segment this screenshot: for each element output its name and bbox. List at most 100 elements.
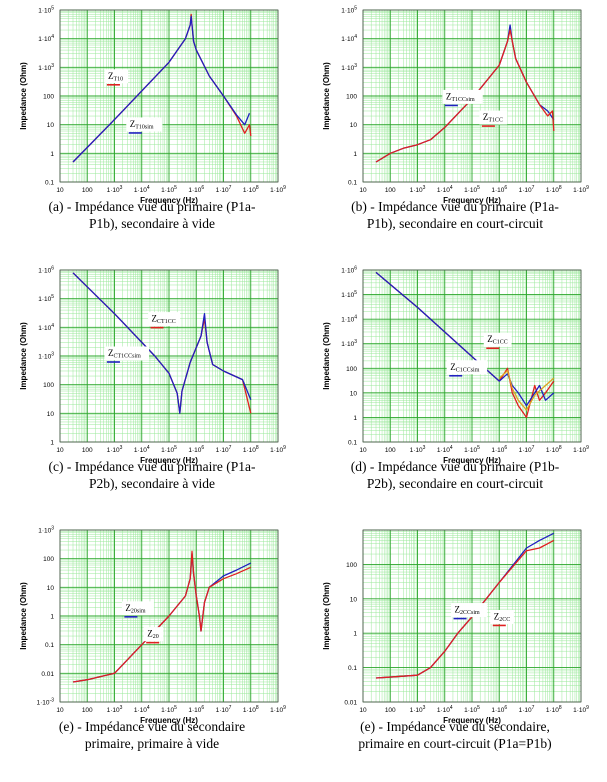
caption-line: (d) - Impédance vue du primaire (P1b- xyxy=(350,459,560,474)
x-tick-label: 1·103 xyxy=(410,185,426,194)
x-tick-label: 1·108 xyxy=(546,185,562,194)
chart-panel: 10 100 1·103 1·104 1·105 1·106 1·107 1·108 1·109… xyxy=(2,262,302,522)
legend-label: ZT1CCsim xyxy=(446,91,475,103)
caption-line: (c) - Impédance vue du primaire (P1a- xyxy=(48,459,256,474)
x-tick-label: 1·109 xyxy=(270,185,286,194)
figure-caption: (a) - Impédance vue du primaire (P1a- P1b… xyxy=(2,198,302,232)
y-tick-label: 100 xyxy=(43,556,54,563)
y-axis-label: Impedance (Ohm) xyxy=(19,62,28,130)
series-line xyxy=(375,539,555,679)
x-axis-label: Frequency (Hz) xyxy=(140,456,198,465)
y-tick-label: 100 xyxy=(43,94,54,101)
y-tick-label: 1·106 xyxy=(341,266,357,275)
x-axis-label: Frequency (Hz) xyxy=(443,196,501,205)
x-tick-label: 1·109 xyxy=(270,445,286,454)
caption-line: (e) - Impédance vue du secondaire xyxy=(58,719,246,734)
x-tick-label: 10 xyxy=(56,187,64,194)
x-tick-label: 1·104 xyxy=(134,185,150,194)
x-tick-label: 1·107 xyxy=(519,445,535,454)
y-tick-label: 10 xyxy=(350,390,358,397)
y-tick-label: 10 xyxy=(47,585,55,592)
x-tick-label: 100 xyxy=(385,447,396,454)
caption-line: primaire en court-circuit (P1a=P1b) xyxy=(358,736,552,751)
y-tick-label: 1·10-3 xyxy=(37,698,55,707)
x-tick-label: 1·108 xyxy=(546,445,562,454)
chart-svg: 10 100 1·103 1·104 1·105 1·106 1·107 1·108 1·109… xyxy=(322,529,589,725)
y-tick-label: 0.1 xyxy=(348,440,357,447)
legend-label: ZC1CC xyxy=(487,334,508,346)
x-tick-label: 1·108 xyxy=(243,705,259,714)
x-tick-label: 1·104 xyxy=(134,705,150,714)
y-tick-label: 10 xyxy=(350,596,358,603)
y-tick-label: 0.01 xyxy=(344,700,357,707)
x-tick-label: 1·105 xyxy=(161,185,177,194)
y-tick-label: 1·105 xyxy=(341,290,357,299)
y-tick-label: 1·106 xyxy=(38,266,54,275)
x-tick-label: 10 xyxy=(56,447,64,454)
chart-svg: 10 100 1·103 1·104 1·105 1·106 1·107 1·108 1·109… xyxy=(322,6,589,206)
legend-box xyxy=(148,312,181,327)
x-axis-label: Frequency (Hz) xyxy=(140,196,198,205)
plot-frame xyxy=(362,9,582,183)
y-tick-label: 0.01 xyxy=(41,671,54,678)
x-tick-label: 1·104 xyxy=(437,445,453,454)
x-tick-label: 1·107 xyxy=(519,185,535,194)
legend-box xyxy=(143,627,164,642)
series-line xyxy=(72,272,252,414)
x-tick-label: 1·105 xyxy=(464,705,480,714)
y-tick-label: 1·104 xyxy=(38,34,54,43)
x-tick-label: 1·108 xyxy=(546,705,562,714)
y-tick-label: 10 xyxy=(47,411,55,418)
y-tick-label: 1·104 xyxy=(341,34,357,43)
figure-caption: (e) - Impédance vue du secondaire primair… xyxy=(2,718,302,752)
y-axis-label: Impedance (Ohm) xyxy=(19,322,28,390)
y-tick-label: 1·103 xyxy=(341,63,357,72)
caption-line: P1b), secondaire en court-circuit xyxy=(366,216,544,231)
y-tick-label: 0.1 xyxy=(45,180,54,187)
plot-frame xyxy=(59,269,279,443)
x-tick-label: 1·103 xyxy=(410,445,426,454)
y-axis-label: Impedance (Ohm) xyxy=(322,322,331,390)
y-tick-label: 1·104 xyxy=(341,315,357,324)
legend-label: Z20sim xyxy=(125,603,146,615)
x-tick-label: 10 xyxy=(56,707,64,714)
y-tick-label: 0.1 xyxy=(45,642,54,649)
plot-frame xyxy=(59,529,279,703)
x-tick-label: 1·104 xyxy=(437,705,453,714)
x-tick-label: 10 xyxy=(359,707,367,714)
x-tick-label: 1·106 xyxy=(188,185,204,194)
series-line xyxy=(375,29,555,163)
x-axis-label: Frequency (Hz) xyxy=(140,716,198,725)
legend-label: ZT10 xyxy=(108,71,123,83)
legend-label: Z20 xyxy=(147,629,159,641)
x-tick-label: 1·109 xyxy=(573,185,589,194)
caption-line: primaire, primaire à vide xyxy=(84,736,220,751)
legend-box xyxy=(483,332,512,347)
legend-box xyxy=(104,346,150,361)
legend-label: ZC1CCsim xyxy=(450,362,480,374)
legend-label: ZCT1CC xyxy=(152,314,176,326)
caption-line: P2b), secondaire à vide xyxy=(89,476,215,491)
x-tick-label: 100 xyxy=(82,707,93,714)
x-tick-label: 100 xyxy=(82,187,93,194)
y-tick-label: 1·105 xyxy=(341,6,357,15)
y-tick-label: 1·103 xyxy=(38,526,54,535)
x-tick-label: 100 xyxy=(82,447,93,454)
y-tick-label: 1 xyxy=(50,614,54,621)
y-tick-label: 0.1 xyxy=(348,180,357,187)
x-tick-label: 10 xyxy=(359,187,367,194)
x-tick-label: 1·109 xyxy=(573,705,589,714)
y-tick-label: 1·103 xyxy=(341,339,357,348)
legend-label: ZT10sim xyxy=(130,119,154,130)
caption-line: (a) - Impédance vue du primaire (P1a- xyxy=(48,199,256,214)
y-tick-label: 1 xyxy=(353,415,357,422)
series-line xyxy=(72,15,251,163)
x-tick-label: 1·106 xyxy=(491,705,507,714)
x-axis-label: Frequency (Hz) xyxy=(443,456,501,465)
x-tick-label: 1·108 xyxy=(243,445,259,454)
y-tick-label: 1·105 xyxy=(38,6,54,15)
chart-panel: 10 100 1·103 1·104 1·105 1·106 1·107 1·108 1·109… xyxy=(2,522,302,782)
x-tick-label: 1·105 xyxy=(464,185,480,194)
chart-svg: 10 100 1·103 1·104 1·105 1·106 1·107 1·108 1·109… xyxy=(19,266,286,466)
y-tick-label: 100 xyxy=(43,382,54,389)
